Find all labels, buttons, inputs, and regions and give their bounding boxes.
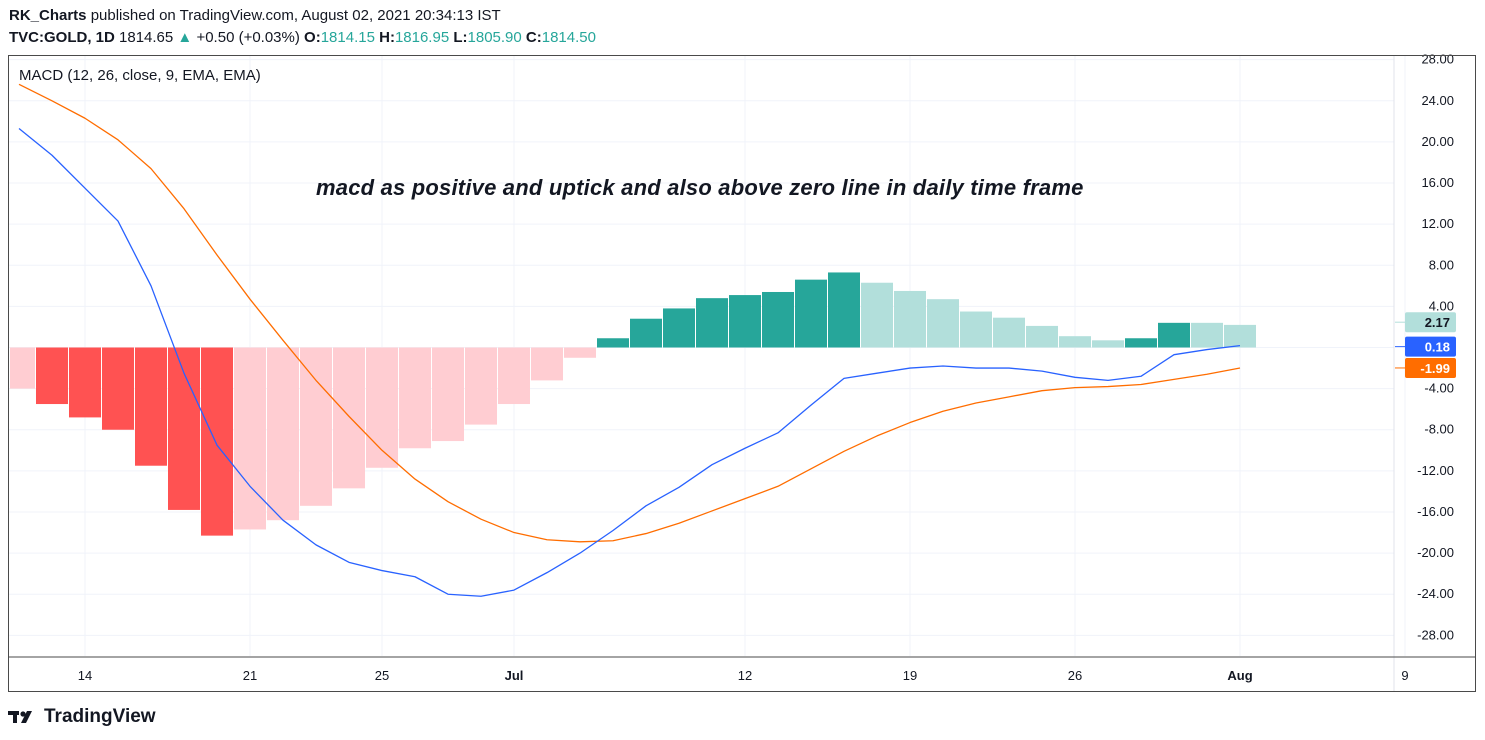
chart-frame <box>8 55 1476 692</box>
x-tick-label: 12 <box>738 668 752 683</box>
histogram-bar <box>630 318 662 348</box>
histogram-bar <box>1191 322 1223 348</box>
price-tag <box>1405 357 1456 378</box>
x-tick-label: 9 <box>1401 668 1408 683</box>
y-tick-label: 8.00 <box>1429 257 1454 272</box>
chart-annotation: macd as positive and uptick and also abo… <box>316 175 1084 200</box>
time-axis[interactable]: 14 21 25 Jul 12 19 26 Aug 9 <box>9 656 1476 683</box>
histogram-bar <box>993 317 1025 348</box>
histogram-bar <box>234 347 266 530</box>
close-label: C: <box>525 29 542 46</box>
histogram-bar <box>465 347 497 425</box>
histogram-bar <box>10 347 35 389</box>
histogram-bar <box>36 347 68 405</box>
y-tick-label: -8.00 <box>1424 422 1454 437</box>
histogram-bar <box>729 295 761 348</box>
price-tag-label: 0.18 <box>1425 340 1450 355</box>
price-tag-label: -1.99 <box>1420 361 1450 376</box>
price-tags: 2.17 0.18 -1.99 <box>1395 312 1456 378</box>
histogram-bar <box>960 311 992 348</box>
histogram-bar <box>498 347 530 405</box>
x-tick-label: 21 <box>243 668 257 683</box>
histogram-bar <box>927 299 959 348</box>
price-change: +0.50 (+0.03%) <box>196 29 300 46</box>
y-tick-label: -28.00 <box>1417 627 1454 642</box>
publication-line: RK_Charts published on TradingView.com, … <box>9 7 501 25</box>
footer-brand[interactable]: TradingView <box>8 706 156 728</box>
price-tag <box>1405 336 1456 357</box>
histogram-bar <box>762 291 794 348</box>
histogram-bar <box>201 347 233 536</box>
author-name[interactable]: RK_Charts <box>9 7 87 24</box>
x-tick-label: 14 <box>78 668 92 683</box>
y-tick-label: 20.00 <box>1421 134 1454 149</box>
open-value: 1814.15 <box>320 29 375 46</box>
histogram-bar <box>696 298 728 348</box>
x-tick-label: 26 <box>1068 668 1082 683</box>
y-tick-label: -20.00 <box>1417 545 1454 560</box>
close-value: 1814.50 <box>541 29 596 46</box>
y-tick-label: -12.00 <box>1417 463 1454 478</box>
x-tick-label: 25 <box>375 668 389 683</box>
macd-line <box>18 128 1241 597</box>
y-tick-label: -4.00 <box>1424 381 1454 396</box>
price-tag-label: 2.17 <box>1425 315 1450 330</box>
y-tick-label: 16.00 <box>1421 175 1454 190</box>
high-value: 1816.95 <box>394 29 450 46</box>
histogram-bar <box>1224 324 1256 348</box>
published-text: published on TradingView.com, August 02,… <box>86 7 501 24</box>
histogram-bar <box>135 347 167 466</box>
histogram-bar <box>1158 322 1190 348</box>
histogram-bar <box>102 347 134 430</box>
indicator-legend[interactable]: MACD (12, 26, close, 9, EMA, EMA) <box>19 67 261 84</box>
histogram-bar <box>861 282 893 348</box>
y-tick-label: 24.00 <box>1421 93 1454 108</box>
histogram-bar <box>432 347 464 442</box>
signal-line <box>18 83 1241 543</box>
histogram-bar <box>366 347 398 468</box>
last-price: 1814.65 <box>119 29 174 46</box>
histogram-bar <box>399 347 431 449</box>
macd-lines <box>18 83 1241 597</box>
y-tick-label: -16.00 <box>1417 504 1454 519</box>
histogram-bar <box>663 308 695 348</box>
histogram-bar <box>1125 338 1157 348</box>
x-tick-label: Aug <box>1227 668 1252 683</box>
histogram-bar <box>828 272 860 348</box>
low-label: L: <box>453 29 468 46</box>
histogram-bar <box>531 347 563 381</box>
histogram-bar <box>267 347 299 521</box>
histogram-bar <box>894 290 926 348</box>
brand-name: TradingView <box>44 706 156 727</box>
open-label: O: <box>304 29 321 46</box>
x-tick-label: Jul <box>505 668 524 683</box>
histogram-bar <box>597 338 629 348</box>
histogram-bar <box>1092 340 1124 348</box>
low-value: 1805.90 <box>467 29 522 46</box>
y-tick-label: -24.00 <box>1417 586 1454 601</box>
y-tick-label: 4.00 <box>1429 298 1454 313</box>
histogram-bar <box>69 347 101 418</box>
high-label: H: <box>379 29 395 46</box>
up-arrow-icon: ▲ <box>177 29 193 46</box>
symbol-label: TVC:GOLD, 1D <box>9 29 115 46</box>
price-tag <box>1405 312 1456 333</box>
tradingview-logo-icon <box>8 711 32 723</box>
macd-histogram <box>10 272 1256 536</box>
histogram-bar <box>1059 336 1091 348</box>
histogram-bar <box>564 347 596 358</box>
y-tick-label: 12.00 <box>1421 216 1454 231</box>
histogram-bar <box>333 347 365 489</box>
symbol-ohlc-line: TVC:GOLD, 1D 1814.65 ▲ +0.50 (+0.03%) O:… <box>9 29 596 47</box>
histogram-bar <box>300 347 332 506</box>
histogram-bar <box>1026 325 1058 348</box>
x-tick-label: 19 <box>903 668 917 683</box>
histogram-bar <box>795 279 827 348</box>
